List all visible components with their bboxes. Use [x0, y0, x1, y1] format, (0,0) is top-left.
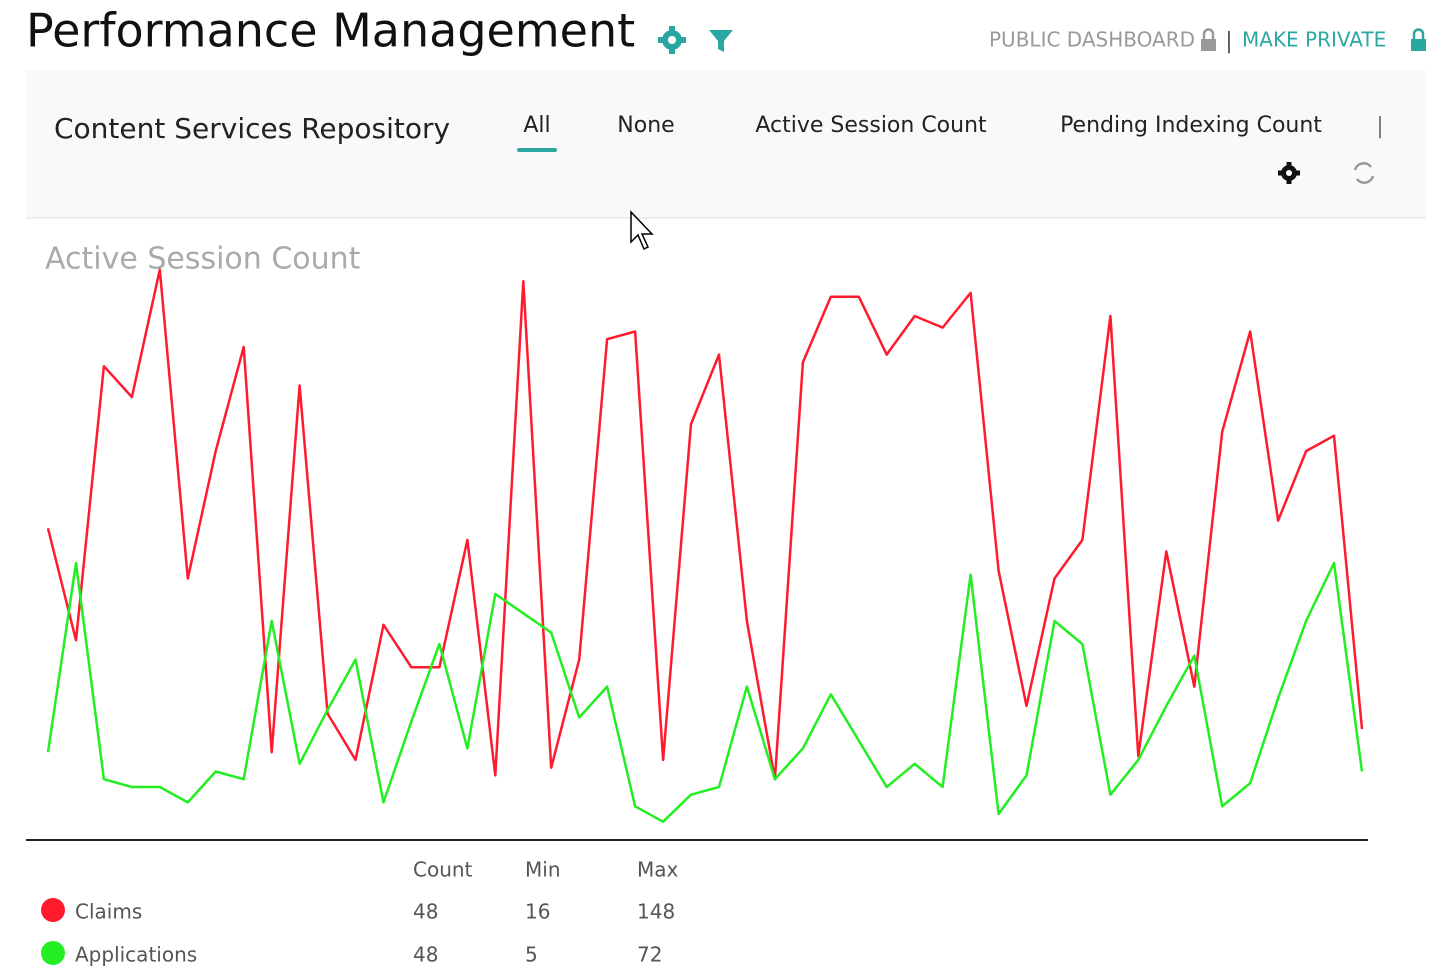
public-label: PUBLIC DASHBOARD [989, 28, 1195, 52]
lock-icon [1201, 28, 1216, 51]
refresh-icon[interactable] [1353, 162, 1375, 184]
tab[interactable]: All [523, 113, 550, 138]
make-private-link[interactable]: MAKE PRIVATE [1242, 28, 1386, 52]
table-cell: 148 [637, 900, 675, 924]
chart-title: Active Session Count [45, 242, 361, 277]
table-cell: 48 [413, 943, 438, 967]
legend-dot [41, 941, 65, 965]
lock-icon [1411, 28, 1426, 51]
settings-icon[interactable] [658, 26, 686, 54]
table-cell: 5 [525, 943, 538, 967]
gear-icon[interactable] [1278, 162, 1300, 184]
data-line [46, 561, 1364, 823]
filter-icon[interactable] [709, 30, 733, 52]
table-cell: 72 [637, 943, 662, 967]
table-cell: 48 [413, 900, 438, 924]
mouse-cursor [630, 210, 654, 251]
table-header: Min [525, 858, 561, 882]
panel-title: Content Services Repository [54, 112, 450, 145]
legend-label: Applications [75, 943, 197, 967]
tab[interactable]: None [617, 113, 674, 138]
legend-dot [41, 898, 65, 922]
data-line [46, 268, 1364, 781]
legend-label: Claims [75, 900, 142, 924]
header-separator: | [1225, 29, 1232, 54]
page-title: Performance Management [26, 4, 635, 58]
table-header: Count [413, 858, 473, 882]
panel [26, 70, 1426, 218]
tab-underline [517, 148, 557, 152]
tab[interactable]: Pending Indexing Count [1060, 113, 1322, 138]
table-header: Max [637, 858, 679, 882]
tab[interactable]: Active Session Count [755, 113, 987, 138]
tab-separator: | [1376, 114, 1383, 139]
table-cell: 16 [525, 900, 550, 924]
